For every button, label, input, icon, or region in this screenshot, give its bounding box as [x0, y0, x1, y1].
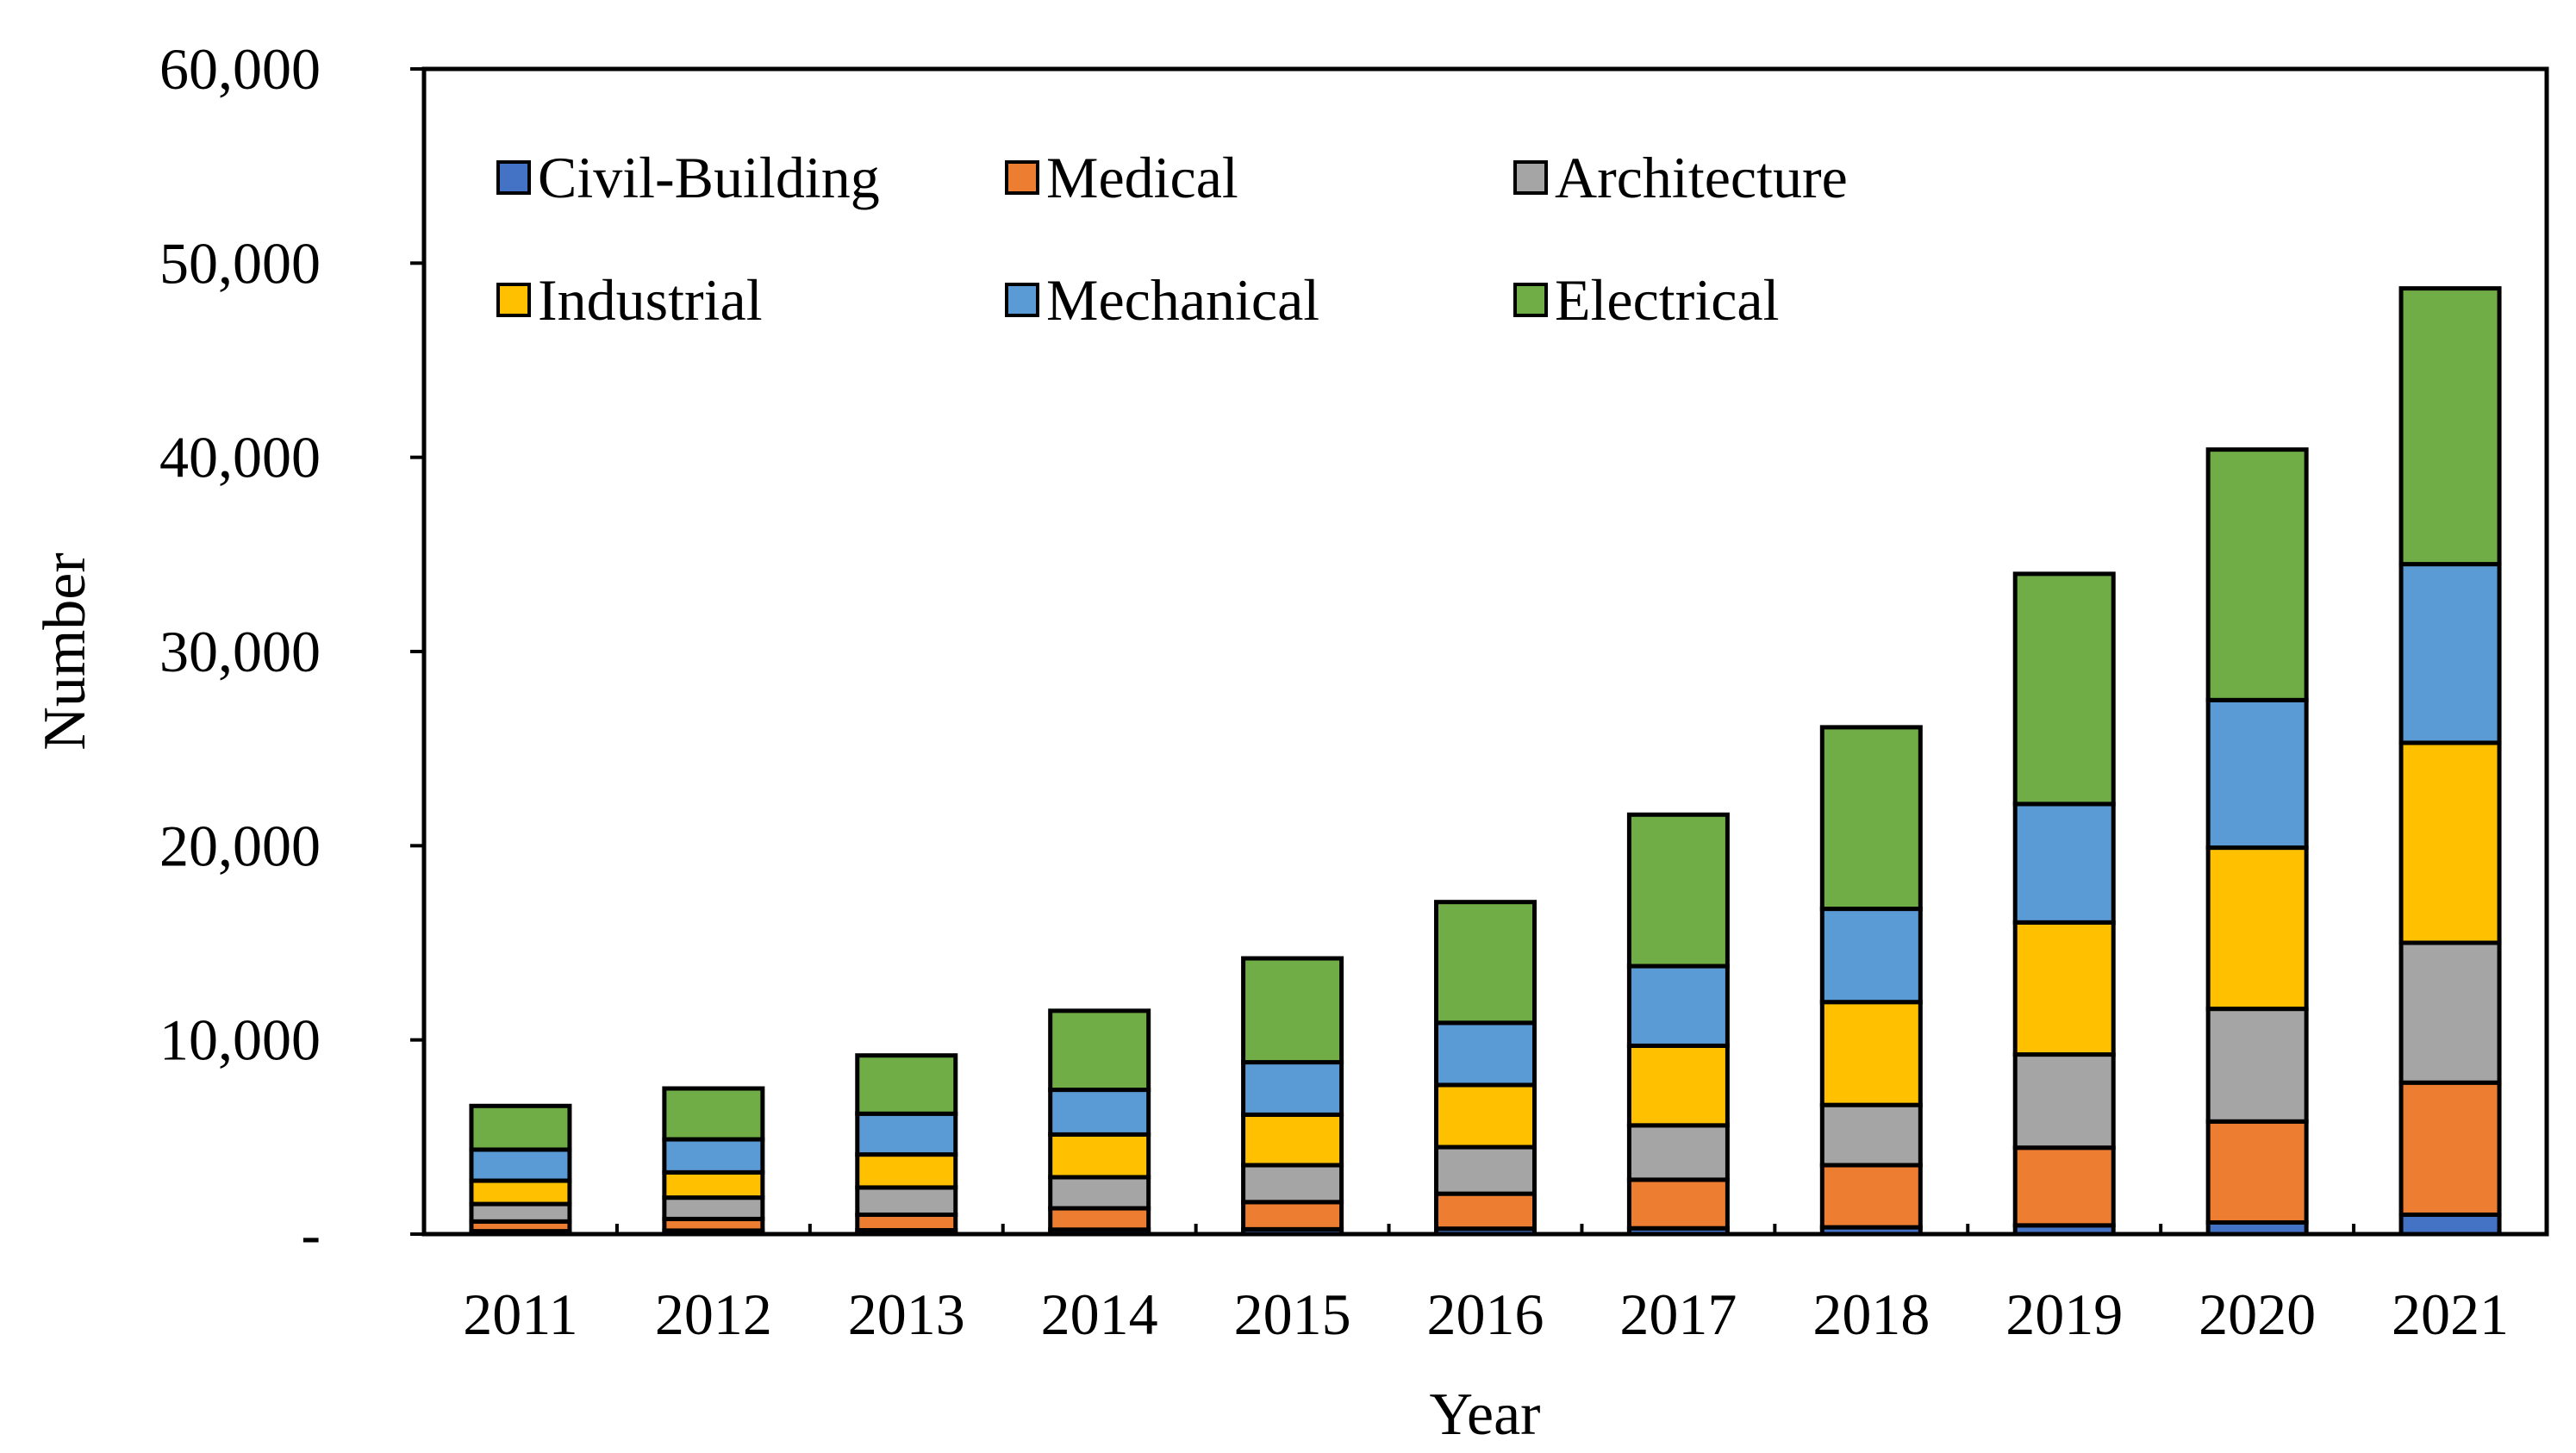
- x-tick-label-2021: 2021: [2392, 1282, 2509, 1347]
- bar-2014-industrial: [1048, 1132, 1151, 1180]
- x-tick-label-2015: 2015: [1234, 1282, 1351, 1347]
- bar-2012-electrical: [662, 1086, 765, 1142]
- bar-2016-medical: [1434, 1191, 1537, 1232]
- bar-2019-medical: [2012, 1145, 2116, 1228]
- legend-label-industrial: Industrial: [538, 267, 763, 333]
- x-tick-label-2014: 2014: [1041, 1282, 1158, 1347]
- bar-2017-architecture: [1626, 1123, 1730, 1182]
- bar-2019-architecture: [2012, 1052, 2116, 1151]
- x-axis-title: Year: [1430, 1381, 1541, 1448]
- bar-2016-industrial: [1434, 1082, 1537, 1150]
- legend-swatch-industrial: [496, 283, 531, 317]
- bar-2018-architecture: [1819, 1102, 1923, 1168]
- legend-label-electrical: Electrical: [1555, 267, 1779, 333]
- y-tick-label-50000: 50,000: [159, 230, 321, 296]
- bar-2013-electrical: [855, 1053, 958, 1116]
- bar-2013-mechanical: [855, 1111, 958, 1157]
- bar-2016-electrical: [1434, 900, 1537, 1026]
- y-axis-title: Number: [32, 552, 98, 750]
- bar-2020-mechanical: [2205, 697, 2309, 851]
- axes-layer: 2011 2012 2013 2014 2015 2016 2017 2018 2019 2020…: [159, 36, 2548, 1347]
- legend-label-civil-building: Civil-Building: [538, 145, 880, 210]
- y-tick-label-40000: 40,000: [159, 425, 321, 490]
- bar-2014-mechanical: [1048, 1088, 1151, 1137]
- x-tick-label-2013: 2013: [848, 1282, 965, 1347]
- bar-2018-medical: [1819, 1163, 1923, 1230]
- legend-swatch-medical: [1005, 160, 1039, 195]
- bar-2011-industrial: [469, 1178, 572, 1207]
- y-tick-label-10000: 10,000: [159, 1007, 321, 1073]
- bar-2014-architecture: [1048, 1175, 1151, 1211]
- bar-2017-electrical: [1626, 812, 1730, 969]
- bar-2018-industrial: [1819, 1000, 1923, 1107]
- legend-label-mechanical: Mechanical: [1046, 267, 1319, 333]
- bar-2020-industrial: [2205, 845, 2309, 1012]
- bar-2014-medical: [1048, 1206, 1151, 1232]
- legend-swatch-architecture: [1513, 160, 1548, 195]
- bar-2020-medical: [2205, 1119, 2309, 1225]
- bar-2012-industrial: [662, 1169, 765, 1200]
- bar-2020-architecture: [2205, 1007, 2309, 1124]
- x-tick-label-2018: 2018: [1812, 1282, 1930, 1347]
- bar-2011-mechanical: [469, 1147, 572, 1183]
- bar-2021-architecture: [2398, 940, 2502, 1085]
- y-tick-label-30000: 30,000: [159, 619, 321, 684]
- x-tick-label-2012: 2012: [655, 1282, 772, 1347]
- bar-2015-medical: [1241, 1200, 1344, 1232]
- bar-2019-electrical: [2012, 571, 2116, 807]
- legend-label-architecture: Architecture: [1555, 145, 1848, 210]
- bar-2013-medical: [855, 1212, 958, 1232]
- x-tick-label-2016: 2016: [1427, 1282, 1544, 1347]
- bar-2011-electrical: [469, 1103, 572, 1152]
- bar-2011-architecture: [469, 1201, 572, 1224]
- bar-2021-mechanical: [2398, 562, 2502, 745]
- bar-2015-mechanical: [1241, 1060, 1344, 1117]
- legend-swatch-civil-building: [496, 160, 531, 195]
- bar-2017-mechanical: [1626, 963, 1730, 1048]
- x-tick-label-2017: 2017: [1619, 1282, 1737, 1347]
- bar-2013-industrial: [855, 1152, 958, 1190]
- x-tick-label-2019: 2019: [2005, 1282, 2123, 1347]
- x-tick-label-2011: 2011: [463, 1282, 577, 1347]
- legend-swatch-electrical: [1513, 283, 1548, 317]
- bar-2014-electrical: [1048, 1008, 1151, 1093]
- legend: Civil-Building Medical Architecture Industr…: [496, 145, 1848, 333]
- bar-2012-architecture: [662, 1195, 765, 1221]
- bar-2016-mechanical: [1434, 1020, 1537, 1088]
- bar-2021-civil-building: [2398, 1212, 2502, 1237]
- legend-label-medical: Medical: [1046, 145, 1238, 210]
- bar-2018-electrical: [1819, 725, 1923, 912]
- bar-2017-industrial: [1626, 1043, 1730, 1128]
- bar-2019-mechanical: [2012, 801, 2116, 925]
- bar-2021-medical: [2398, 1080, 2502, 1217]
- bar-2017-medical: [1626, 1177, 1730, 1231]
- bar-2020-electrical: [2205, 447, 2309, 702]
- y-tick-label-20000: 20,000: [159, 813, 321, 878]
- legend-swatch-mechanical: [1005, 283, 1039, 317]
- bar-2016-architecture: [1434, 1144, 1537, 1196]
- bar-2021-industrial: [2398, 740, 2502, 945]
- x-tick-label-2020: 2020: [2199, 1282, 2316, 1347]
- y-tick-label-60000: 60,000: [159, 36, 321, 102]
- y-tick-label-0: -: [301, 1201, 321, 1267]
- bars-layer: [469, 286, 2502, 1237]
- bar-2021-electrical: [2398, 286, 2502, 567]
- bar-2012-mechanical: [662, 1137, 765, 1175]
- bar-2015-industrial: [1241, 1112, 1344, 1168]
- bar-2015-electrical: [1241, 956, 1344, 1065]
- bar-2018-mechanical: [1819, 907, 1923, 1005]
- bar-2013-architecture: [855, 1185, 958, 1217]
- bar-2015-architecture: [1241, 1163, 1344, 1205]
- bar-2019-industrial: [2012, 920, 2116, 1057]
